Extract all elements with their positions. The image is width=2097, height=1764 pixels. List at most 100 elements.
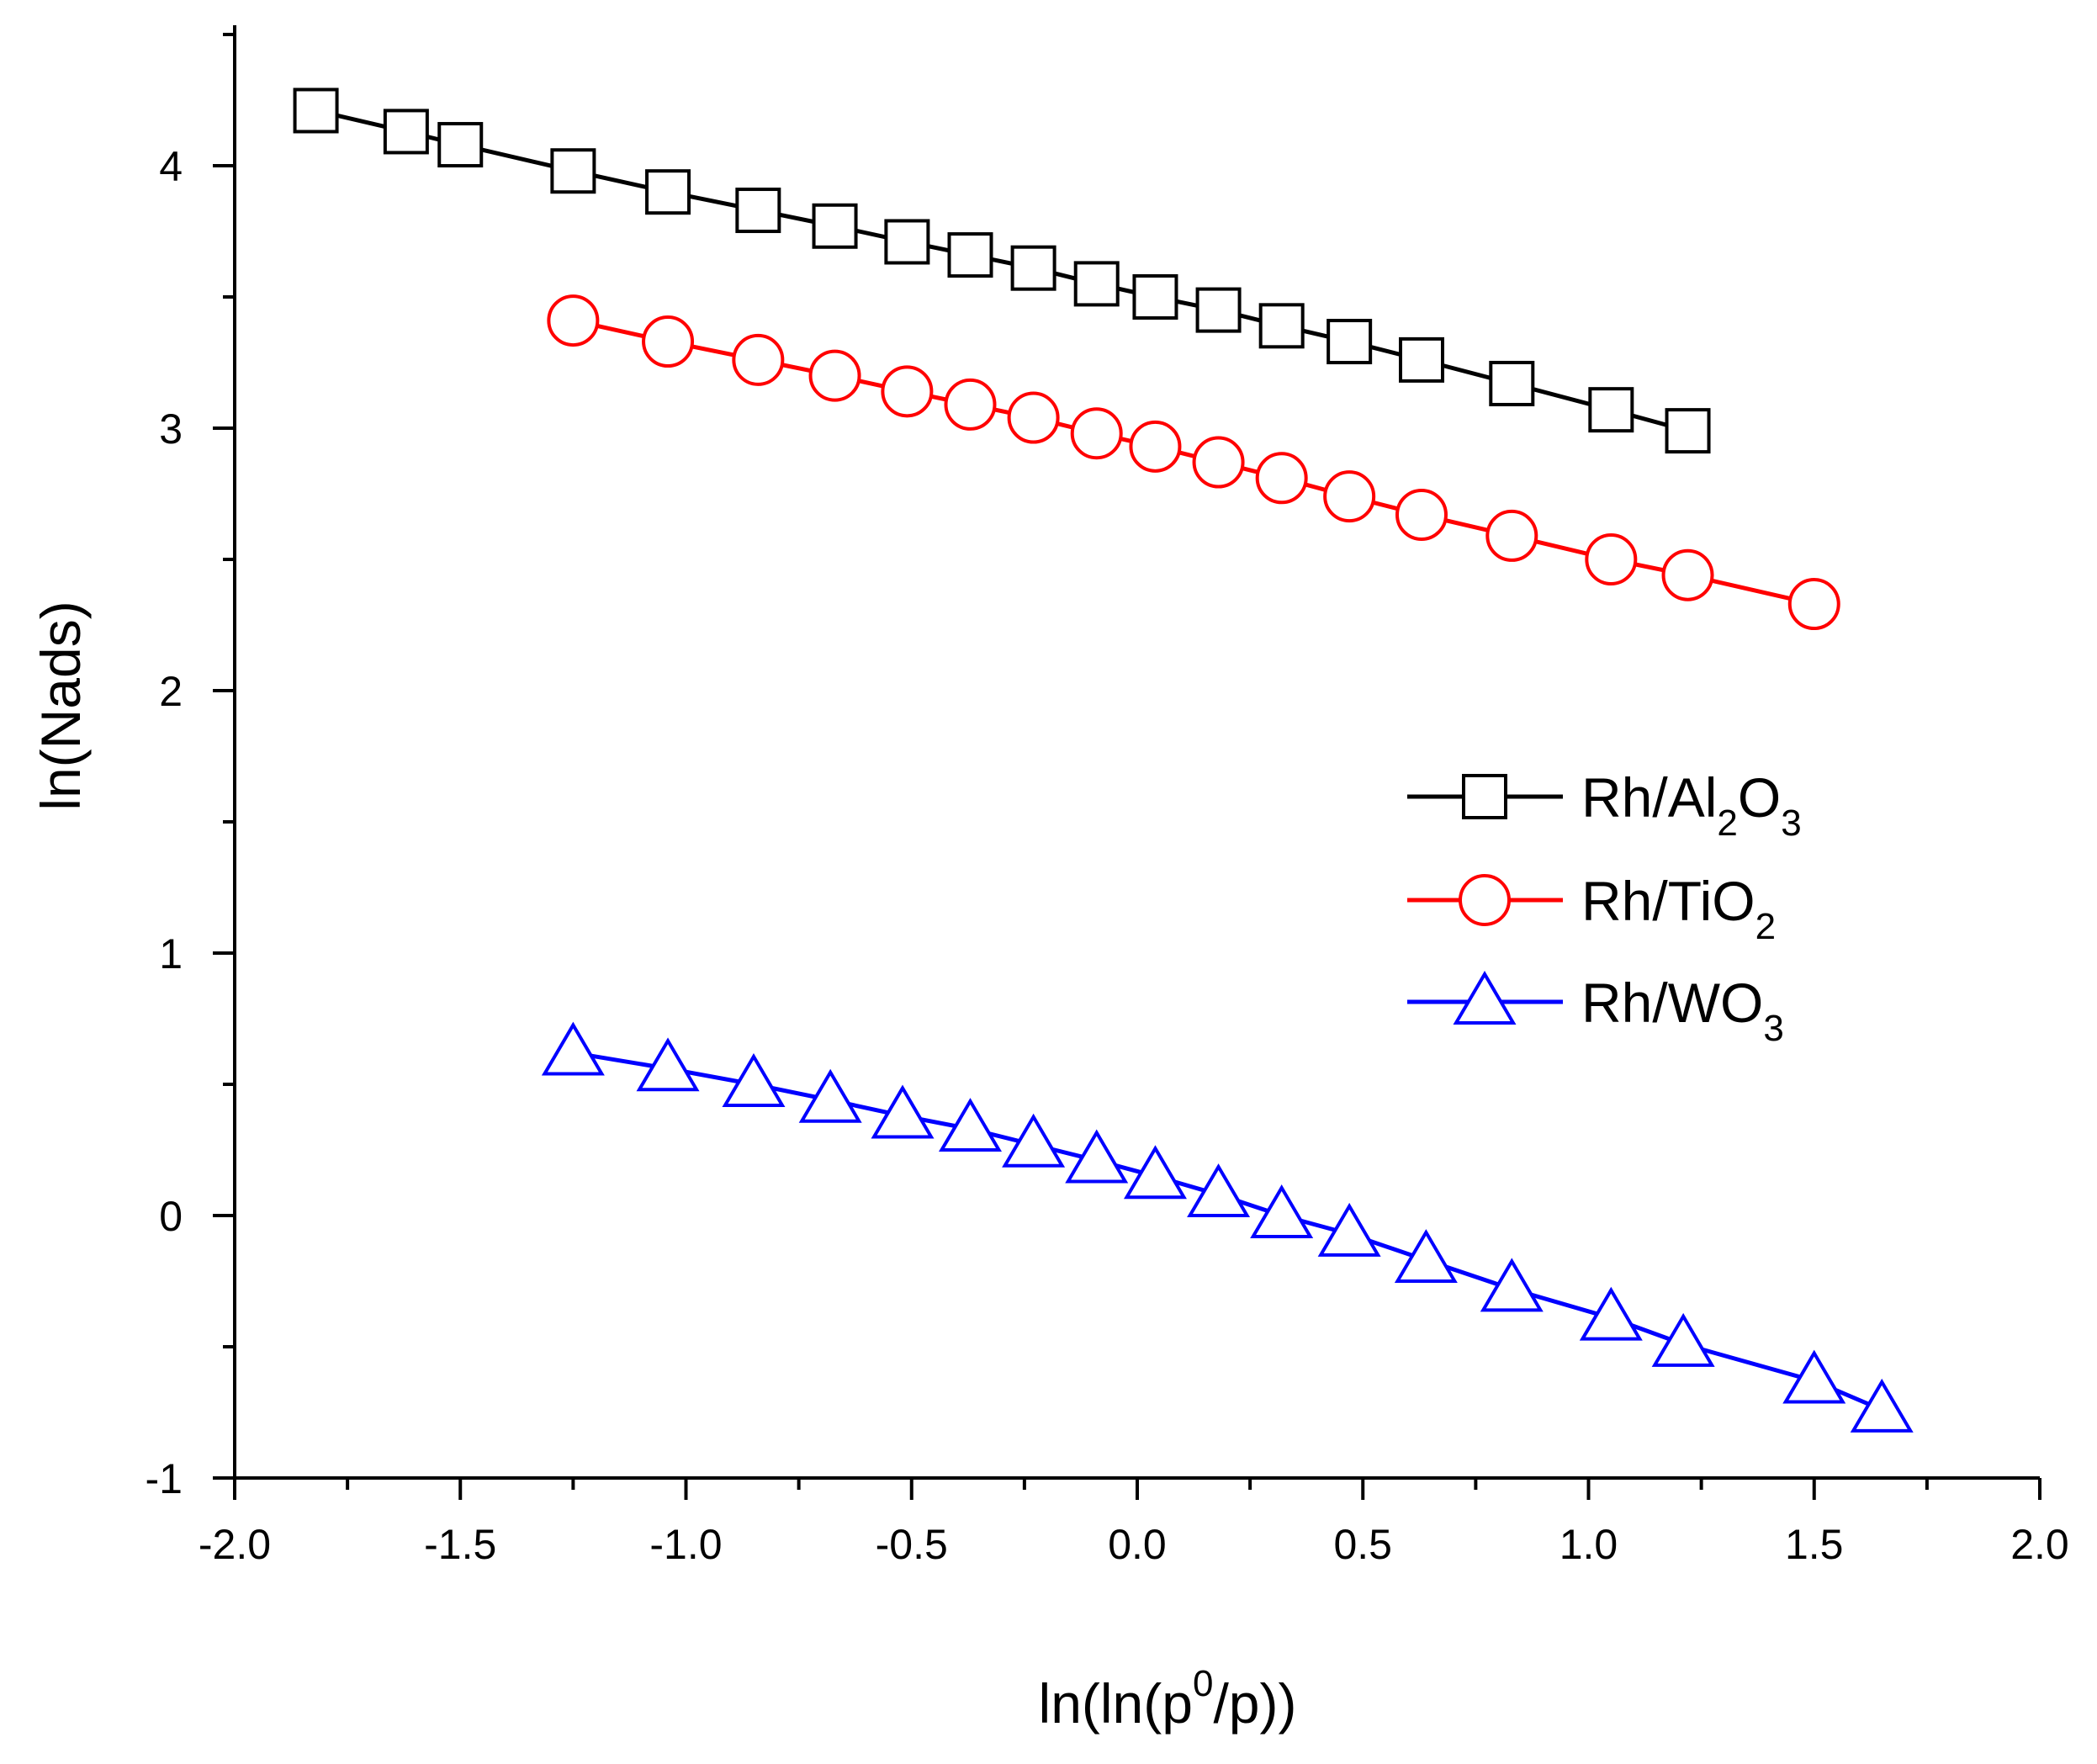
- data-point: [1192, 436, 1245, 489]
- data-point: [1323, 470, 1376, 523]
- data-point: [1073, 261, 1120, 307]
- data-point: [808, 349, 861, 402]
- data-point: [1661, 548, 1714, 601]
- legend-item: Rh/Al2O3: [1407, 766, 1802, 844]
- data-point: [1395, 488, 1448, 541]
- legend-item: Rh/WO3: [1407, 971, 1784, 1049]
- data-point: [1129, 420, 1182, 473]
- data-point: [1258, 303, 1305, 349]
- legend-marker: [1459, 874, 1511, 926]
- legend-label-part: Rh/TiO: [1581, 870, 1755, 932]
- x-tick-label: -2.0: [199, 1521, 271, 1568]
- x-tick-label: 1.0: [1560, 1521, 1618, 1568]
- y-tick-label: -1: [146, 1455, 183, 1502]
- data-point: [871, 1084, 935, 1139]
- x-tick-label: 0.5: [1333, 1521, 1392, 1568]
- legend-marker: [1453, 971, 1517, 1025]
- data-point: [293, 87, 339, 134]
- data-point: [1123, 1145, 1187, 1200]
- y-tick-label: 3: [159, 405, 183, 453]
- x-tick-label: -1.0: [649, 1521, 722, 1568]
- data-point: [1195, 287, 1242, 333]
- series-layer: [293, 87, 1914, 1433]
- x-axis-title-suffix: /p)): [1213, 1672, 1296, 1735]
- data-point: [1070, 407, 1123, 460]
- legend-label: Rh/TiO2: [1581, 870, 1776, 947]
- y-tick-label: 1: [159, 930, 183, 977]
- data-point: [1485, 509, 1538, 562]
- data-point: [1002, 1113, 1066, 1168]
- data-point: [1665, 408, 1711, 454]
- data-point: [947, 232, 993, 278]
- data-point: [1480, 1258, 1544, 1312]
- legend-label-part: Rh/WO: [1581, 972, 1763, 1034]
- data-point: [1010, 245, 1056, 291]
- data-point: [541, 1021, 605, 1076]
- data-point: [1065, 1129, 1129, 1184]
- data-point: [1327, 319, 1373, 365]
- x-tick-label: 1.5: [1785, 1521, 1844, 1568]
- legend-marker: [1462, 774, 1507, 819]
- data-point: [732, 333, 785, 386]
- data-point: [1579, 1286, 1643, 1341]
- data-point: [1255, 452, 1308, 505]
- legend-label-subscript: 3: [1763, 1008, 1783, 1049]
- data-point: [1250, 1184, 1314, 1238]
- data-point: [1317, 1202, 1381, 1257]
- x-tick-label: 0.0: [1108, 1521, 1167, 1568]
- x-tick-label: -1.5: [424, 1521, 496, 1568]
- data-point: [550, 148, 596, 194]
- data-point: [944, 378, 997, 431]
- x-axis-title: ln(ln(p0/p)): [1039, 1663, 1297, 1735]
- data-point: [645, 169, 691, 215]
- data-point: [642, 315, 695, 368]
- legend-label-part: O: [1738, 766, 1781, 829]
- legend-label: Rh/Al2O3: [1581, 766, 1802, 844]
- y-axis-title: ln(Nads): [29, 601, 92, 810]
- x-tick-label: 2.0: [2010, 1521, 2069, 1568]
- data-point: [636, 1037, 700, 1092]
- data-point: [1651, 1312, 1715, 1367]
- y-tick-label: 0: [159, 1193, 183, 1240]
- series-2: [541, 1021, 1914, 1433]
- data-point: [798, 1068, 862, 1123]
- data-point: [1132, 274, 1178, 320]
- x-tick-label: -0.5: [876, 1521, 948, 1568]
- data-point: [1850, 1378, 1914, 1433]
- x-axis-title-prefix: ln(ln(p: [1039, 1672, 1193, 1735]
- data-point: [735, 188, 781, 234]
- x-ticks: -2.0 -1.5 -1.0 -0.5 0.0 0.5 1.0 1.5 2.0: [199, 1478, 2069, 1568]
- legend-label-subscript: 2: [1755, 906, 1776, 947]
- data-point: [1489, 360, 1535, 406]
- y-tick-label: 2: [159, 668, 183, 715]
- legend-label: Rh/WO3: [1581, 972, 1784, 1049]
- data-point: [1187, 1163, 1251, 1218]
- data-point: [1398, 336, 1444, 383]
- legend-label-subscript: 3: [1781, 803, 1801, 844]
- y-tick-label: 4: [159, 143, 183, 190]
- data-point: [1588, 387, 1634, 433]
- data-point: [437, 122, 484, 168]
- data-point: [1782, 1349, 1846, 1404]
- data-point: [1394, 1229, 1458, 1284]
- data-point: [547, 294, 600, 347]
- y-ticks: -1 0 1 2 3 4: [146, 33, 235, 1502]
- data-point: [1007, 391, 1060, 444]
- data-point: [884, 219, 930, 265]
- legend-item: Rh/TiO2: [1407, 870, 1776, 947]
- data-point: [383, 109, 429, 155]
- legend-label-part: Rh/Al: [1581, 766, 1717, 829]
- data-point: [1787, 578, 1840, 631]
- data-point: [939, 1098, 1002, 1152]
- data-point: [1585, 533, 1638, 585]
- legend-label-subscript: 2: [1717, 803, 1737, 844]
- data-point: [722, 1053, 786, 1107]
- data-point: [881, 365, 934, 418]
- series-1: [547, 294, 1840, 631]
- x-axis-title-superscript: 0: [1193, 1663, 1213, 1704]
- data-point: [812, 203, 858, 249]
